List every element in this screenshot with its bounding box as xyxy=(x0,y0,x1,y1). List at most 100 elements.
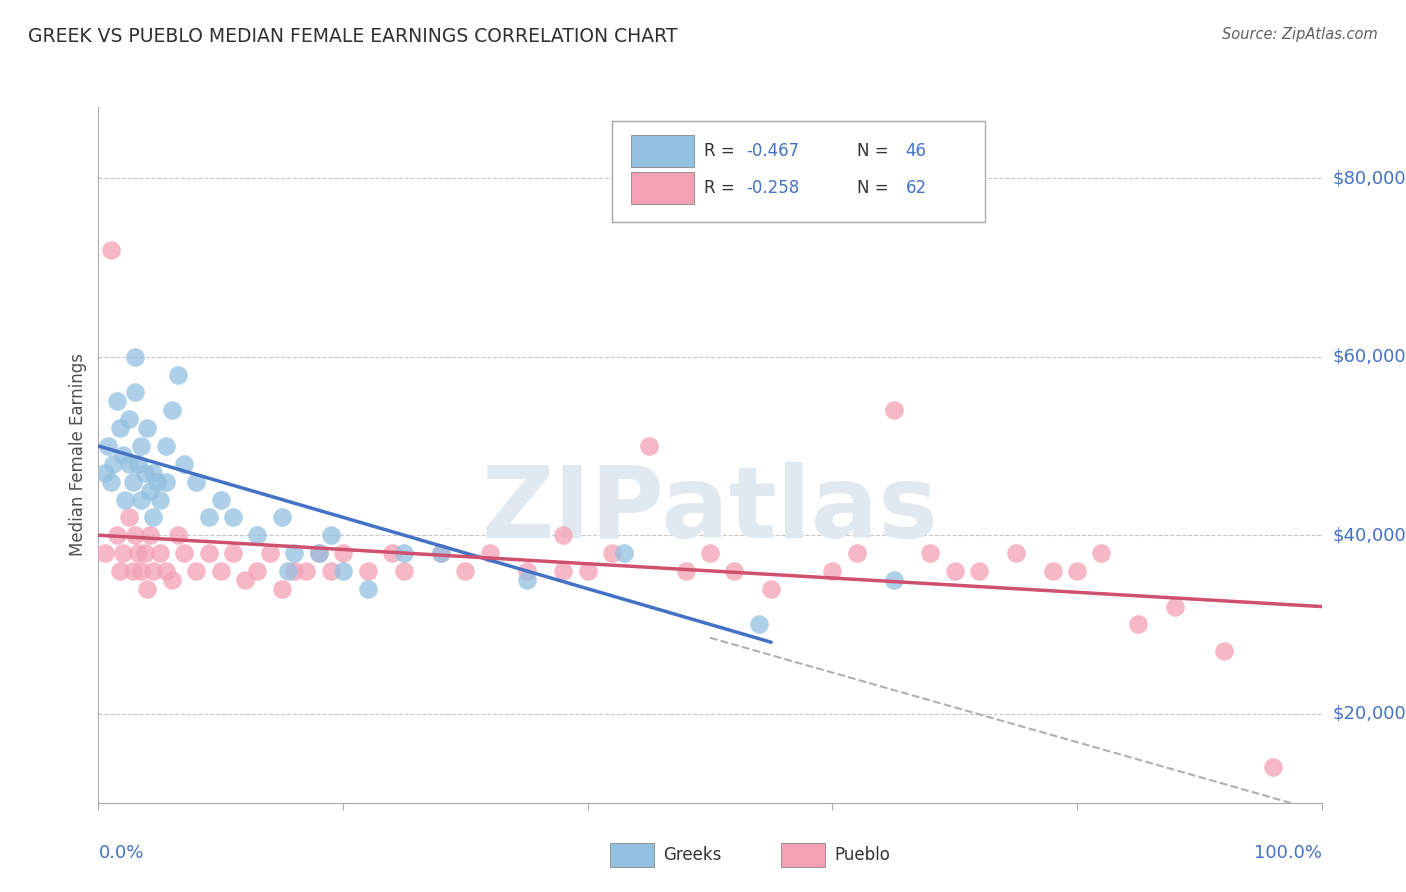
FancyBboxPatch shape xyxy=(630,172,695,204)
Point xyxy=(186,475,208,489)
Point xyxy=(259,546,281,560)
Point xyxy=(748,617,770,632)
Point xyxy=(101,457,124,471)
Text: $20,000: $20,000 xyxy=(1333,705,1406,723)
Point xyxy=(142,564,165,578)
Text: 0.0%: 0.0% xyxy=(98,845,143,863)
Point xyxy=(173,546,195,560)
Point xyxy=(308,546,330,560)
Point xyxy=(430,546,453,560)
Text: Pueblo: Pueblo xyxy=(835,846,890,864)
Point xyxy=(105,528,128,542)
FancyBboxPatch shape xyxy=(630,135,695,167)
Point xyxy=(222,546,245,560)
Point xyxy=(167,368,190,382)
Point xyxy=(105,394,128,409)
Text: -0.467: -0.467 xyxy=(747,142,800,160)
Point xyxy=(114,492,136,507)
Point xyxy=(149,492,172,507)
Point xyxy=(142,466,165,480)
Point xyxy=(319,564,342,578)
Text: R =: R = xyxy=(704,142,740,160)
Point xyxy=(283,564,305,578)
Text: ZIPatlas: ZIPatlas xyxy=(482,462,938,559)
FancyBboxPatch shape xyxy=(612,121,986,222)
Point xyxy=(943,564,966,578)
Point xyxy=(134,546,156,560)
Point xyxy=(920,546,942,560)
Point xyxy=(129,492,152,507)
Point xyxy=(1128,617,1150,632)
Point xyxy=(821,564,844,578)
Point xyxy=(1066,564,1088,578)
Point xyxy=(600,546,623,560)
Point xyxy=(723,564,745,578)
Point xyxy=(277,564,299,578)
Point xyxy=(308,546,330,560)
Point xyxy=(699,546,721,560)
Point xyxy=(515,564,537,578)
Point xyxy=(967,564,990,578)
Point xyxy=(430,546,453,560)
Point xyxy=(155,475,177,489)
Point xyxy=(129,439,152,453)
Text: Greeks: Greeks xyxy=(664,846,721,864)
Point xyxy=(515,573,537,587)
Text: Source: ZipAtlas.com: Source: ZipAtlas.com xyxy=(1222,27,1378,42)
Point xyxy=(124,385,146,400)
Text: $80,000: $80,000 xyxy=(1333,169,1406,187)
Point xyxy=(283,546,305,560)
Point xyxy=(118,457,141,471)
Point xyxy=(136,582,159,596)
Point xyxy=(1212,644,1234,658)
Text: $60,000: $60,000 xyxy=(1333,348,1406,366)
Point xyxy=(97,439,120,453)
Text: -0.258: -0.258 xyxy=(747,179,800,197)
Point xyxy=(146,475,169,489)
Point xyxy=(845,546,868,560)
Point xyxy=(246,564,269,578)
Point xyxy=(100,475,122,489)
Point xyxy=(478,546,501,560)
Point xyxy=(1164,599,1187,614)
Point xyxy=(139,528,162,542)
Point xyxy=(129,564,152,578)
Point xyxy=(1042,564,1064,578)
Point xyxy=(167,528,190,542)
Point xyxy=(100,243,122,257)
Text: N =: N = xyxy=(856,179,894,197)
Point xyxy=(270,582,294,596)
Point xyxy=(222,510,245,524)
Point xyxy=(127,546,149,560)
Point xyxy=(186,564,208,578)
Point xyxy=(392,546,416,560)
Point xyxy=(332,546,354,560)
Point xyxy=(883,403,905,417)
Text: $40,000: $40,000 xyxy=(1333,526,1406,544)
Point xyxy=(121,475,143,489)
Point xyxy=(197,546,219,560)
Point xyxy=(319,528,342,542)
Point xyxy=(332,564,354,578)
Point xyxy=(454,564,477,578)
Point xyxy=(1004,546,1026,560)
Point xyxy=(675,564,697,578)
Point xyxy=(149,546,172,560)
Text: R =: R = xyxy=(704,179,740,197)
Point xyxy=(142,510,165,524)
Point xyxy=(761,582,783,596)
Point xyxy=(111,546,134,560)
Point xyxy=(110,564,132,578)
Point xyxy=(613,546,636,560)
Point xyxy=(155,564,177,578)
Point xyxy=(197,510,219,524)
Point xyxy=(160,573,183,587)
Point xyxy=(553,564,575,578)
Point xyxy=(1261,760,1284,774)
Point xyxy=(118,412,141,426)
Point xyxy=(93,466,115,480)
Point xyxy=(111,448,134,462)
Point xyxy=(121,564,143,578)
Y-axis label: Median Female Earnings: Median Female Earnings xyxy=(69,353,87,557)
Point xyxy=(1090,546,1112,560)
